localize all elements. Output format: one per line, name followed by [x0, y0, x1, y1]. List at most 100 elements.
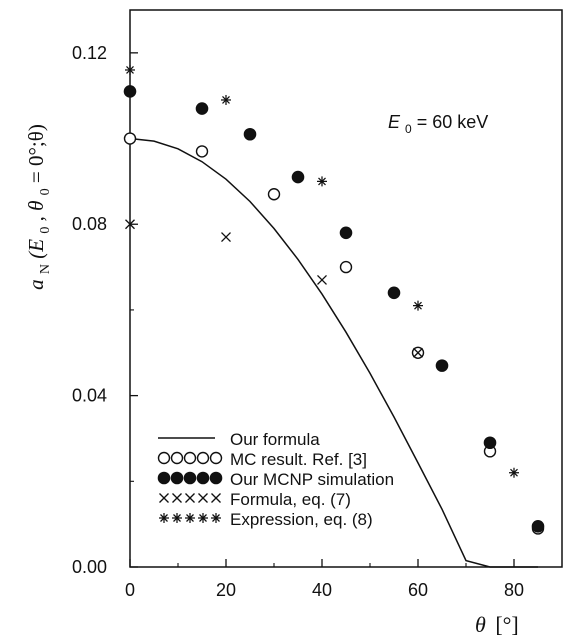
y-axis-args-middle: , θ — [24, 201, 48, 222]
asterisk-data-point — [317, 176, 327, 187]
y-axis-tick-label: 0.08 — [72, 214, 107, 234]
legend-label: Our formula — [230, 430, 320, 449]
y-axis-args-sub0: 0 — [38, 227, 53, 234]
plot-area-frame — [129, 9, 563, 568]
legend-item: Our MCNP simulation — [157, 470, 394, 489]
legend-marker-sample — [185, 513, 195, 523]
asterisk-stroke — [126, 66, 134, 74]
cross-data-point — [413, 347, 423, 358]
legend-marker-sample — [183, 471, 197, 485]
filled-circle-data-point — [243, 127, 257, 141]
y-axis-args-suffix: = 0°;θ) — [24, 124, 48, 183]
y-axis-args-sub1: 0 — [38, 188, 53, 195]
asterisk-stroke — [199, 514, 207, 522]
x-axis-tick-label: 40 — [312, 580, 332, 600]
plot-area-border — [129, 9, 563, 568]
x-axis-title: θ [°] — [475, 612, 519, 637]
asterisk-stroke — [222, 96, 230, 104]
legend-marker-sample — [183, 451, 197, 465]
open-circle-data-point — [339, 260, 353, 274]
y-axis-tick-label: 0.12 — [72, 43, 107, 63]
legend-item: MC result. Ref. [3] — [157, 450, 367, 469]
legend-label: MC result. Ref. [3] — [230, 450, 367, 469]
y-axis-tick-label: 0.00 — [72, 557, 107, 577]
filled-circle-data-point — [339, 226, 353, 240]
x-axis-label: θ [°] — [475, 612, 519, 637]
filled-circle-data-point — [291, 170, 305, 184]
filled-circle-data-point — [531, 519, 545, 533]
our-formula-curve — [129, 137, 538, 568]
legend-label: Formula, eq. (7) — [230, 490, 351, 509]
legend-marker-sample — [196, 471, 210, 485]
legend-marker-sample — [170, 451, 184, 465]
legend-item: Our formula — [158, 430, 320, 449]
annotation-subscript: 0 — [405, 122, 412, 136]
asterisk-stroke — [212, 514, 220, 522]
legend-marker-sample — [209, 471, 223, 485]
legend-marker-sample — [196, 451, 210, 465]
legend-marker-sample — [157, 451, 171, 465]
asterisk-stroke — [186, 514, 194, 522]
y-axis-label: a N (E 0 , θ 0 = 0°;θ) — [24, 124, 54, 290]
legend-marker-sample — [157, 471, 171, 485]
y-axis-tick-label: 0.04 — [72, 386, 107, 406]
open-circle-data-point — [267, 188, 281, 201]
asterisk-stroke — [414, 301, 422, 310]
cross-data-point — [317, 274, 327, 285]
legend-marker-sample — [209, 451, 223, 465]
legend-marker-sample — [185, 493, 195, 503]
filled-circle-data-point — [195, 102, 209, 115]
asterisk-stroke — [160, 514, 168, 522]
filled-circle-data-point — [387, 286, 401, 300]
open-circle-data-point — [195, 145, 209, 158]
x-axis-unit: [°] — [495, 612, 518, 637]
cross-stroke — [198, 493, 208, 503]
annotation: E 0 = 60 keV — [388, 112, 488, 137]
series-layer — [123, 64, 545, 568]
legend-marker-sample — [159, 493, 169, 503]
filled-circle-data-point — [483, 436, 497, 450]
filled-circle-data-point — [123, 85, 137, 98]
legend-marker-sample — [170, 471, 184, 485]
x-axis-symbol: θ — [475, 612, 486, 637]
legend-marker-sample — [198, 513, 208, 523]
cross-stroke — [211, 493, 221, 503]
legend-marker-sample — [211, 513, 221, 523]
x-axis-ticks: 0 20 40 60 80 — [125, 559, 524, 600]
legend-marker-sample — [198, 493, 208, 503]
cross-stroke — [125, 219, 135, 230]
cross-stroke — [185, 493, 195, 503]
legend-marker-sample — [211, 493, 221, 503]
y-axis-title: a N (E 0 , θ 0 = 0°;θ) — [24, 124, 54, 290]
legend-label: Our MCNP simulation — [230, 470, 394, 489]
legend-label: Expression, eq. (8) — [230, 510, 373, 529]
y-axis-a: a — [24, 279, 48, 290]
asterisk-data-point — [221, 94, 231, 105]
asterisk-data-point — [413, 300, 423, 311]
y-axis-a-subscript: N — [38, 264, 53, 274]
open-circle-data-point — [123, 132, 137, 145]
cross-stroke — [172, 493, 182, 503]
legend-marker-sample — [172, 513, 182, 523]
cross-stroke — [317, 274, 327, 285]
legend-item: Formula, eq. (7) — [159, 490, 351, 509]
asterisk-data-point — [125, 64, 135, 75]
filled-circle-data-point — [435, 359, 449, 372]
legend-item: Expression, eq. (8) — [159, 510, 373, 529]
cross-stroke — [159, 493, 169, 503]
cross-stroke — [413, 347, 423, 358]
legend-marker-sample — [159, 513, 169, 523]
cross-stroke — [221, 232, 231, 243]
x-axis-tick-label: 20 — [216, 580, 236, 600]
annotation-value: = 60 keV — [417, 112, 489, 132]
asterisk-stroke — [318, 177, 326, 186]
cross-data-point — [221, 232, 231, 243]
x-axis-tick-label: 0 — [125, 580, 135, 600]
energy-annotation: E 0 = 60 keV — [388, 112, 488, 137]
asterisk-stroke — [173, 514, 181, 522]
y-axis-ticks: 0.00 0.04 0.08 0.12 — [72, 43, 138, 577]
asterisk-stroke — [510, 468, 518, 477]
x-axis-tick-label: 60 — [408, 580, 428, 600]
